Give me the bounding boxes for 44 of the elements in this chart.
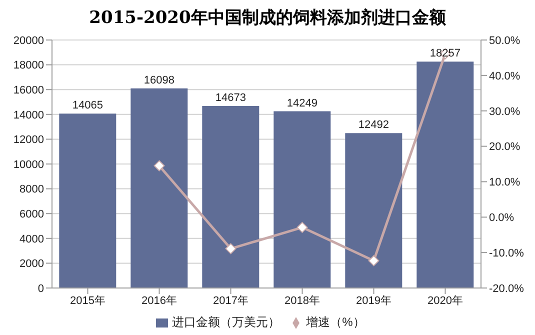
y-tick-label: 4000 [20,233,44,246]
y2-tick-label: 0.0% [489,212,514,224]
data-label: 16098 [144,74,174,86]
y2-tick-label: -10.0% [489,247,524,260]
y2-tick-label: -20.0% [489,282,524,295]
bar [345,133,402,288]
y-tick-label: 10000 [13,158,44,171]
legend-label: 进口金额（万美元） [172,315,280,329]
x-tick-label: 2016年 [142,294,177,307]
y-tick-label: 14000 [13,109,44,122]
data-label: 18257 [430,48,460,60]
legend-label: 增速（%） [306,315,365,329]
y-tick-label: 0 [38,282,44,295]
data-label: 14249 [286,97,318,110]
y2-tick-label: 20.0% [489,141,520,154]
data-label: 12492 [358,119,389,132]
bar [274,111,331,288]
y-tick-label: 16000 [13,84,44,97]
point [154,160,165,172]
bar [202,106,260,288]
chart-title: 2015-2020年中国制成的饲料添加剂进口金额 [88,7,447,30]
x-tick-label: 2019年 [356,294,392,307]
data-label: 14673 [215,92,246,104]
bar [59,114,116,288]
data-label: 14065 [72,100,103,112]
y2-tick-label: 40.0% [489,70,520,82]
x-tick-label: 2018年 [284,294,320,307]
y-tick-label: 8000 [20,184,44,196]
y-tick-label: 6000 [20,208,44,221]
y-tick-label: 12000 [13,134,44,146]
x-tick-label: 2020年 [428,294,463,307]
y2-tick-label: 30.0% [489,106,520,118]
bar [416,62,474,288]
y2-tick-label: 10.0% [489,176,520,189]
y-tick-label: 18000 [13,60,44,72]
y-tick-label: 2000 [20,258,44,270]
point [368,255,380,266]
point [225,243,236,254]
x-tick-label: 2017年 [213,294,248,307]
y-tick-label: 20000 [13,34,44,47]
y2-tick-label: 50.0% [489,34,520,47]
point [296,222,308,233]
bar [130,88,188,288]
x-tick-label: 2015年 [70,294,106,307]
